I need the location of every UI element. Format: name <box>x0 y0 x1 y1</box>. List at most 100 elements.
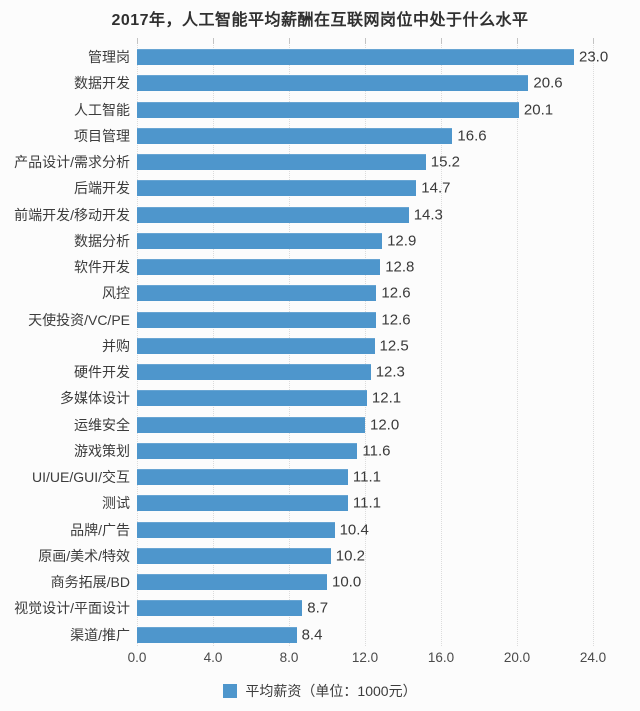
value-label: 11.6 <box>362 442 391 460</box>
bar-track: 10.0 <box>137 574 593 591</box>
x-tick-label: 16.0 <box>427 650 455 665</box>
axis-tick <box>517 38 518 44</box>
bar <box>137 600 303 617</box>
gridline <box>440 38 442 646</box>
bar-track: 12.0 <box>137 416 593 433</box>
bar <box>137 574 327 591</box>
value-label: 8.7 <box>307 599 329 617</box>
value-label: 10.2 <box>335 547 365 565</box>
x-tick-label: 8.0 <box>279 650 299 665</box>
category-label: 产品设计/需求分析 <box>14 154 130 171</box>
value-label: 12.8 <box>385 258 415 276</box>
category-label: 硬件开发 <box>74 364 130 381</box>
bar-track: 12.6 <box>137 311 593 329</box>
bar-track: 10.4 <box>137 521 593 539</box>
bar <box>137 521 335 538</box>
bar-row: 数据分析 12.9 <box>0 228 640 254</box>
category-label: 软件开发 <box>74 259 130 276</box>
bar-row: 品牌/广告 10.4 <box>0 517 640 543</box>
category-label: 数据分析 <box>74 232 130 249</box>
legend-swatch-icon <box>223 684 238 698</box>
bar-track: 8.4 <box>137 626 593 643</box>
bar-track: 12.9 <box>137 232 593 249</box>
bar-track: 12.8 <box>137 258 593 276</box>
bar-row: 测试 11.1 <box>0 490 640 516</box>
bar-track: 14.3 <box>137 206 593 224</box>
bar <box>137 180 417 197</box>
bar <box>137 232 383 249</box>
bar-track: 16.6 <box>137 127 593 144</box>
category-label: 天使投资/VC/PE <box>28 311 130 328</box>
gridline <box>593 38 594 646</box>
category-label: 原画/美术/特效 <box>38 547 130 564</box>
bar-row: 原画/美术/特效 10.2 <box>0 543 640 569</box>
bar <box>137 259 381 276</box>
value-label: 23.0 <box>579 48 609 66</box>
x-tick-label: 20.0 <box>503 650 531 665</box>
bar-row: 项目管理 16.6 <box>0 123 640 149</box>
value-label: 14.3 <box>413 206 443 224</box>
bar-row: 游戏策划 11.6 <box>0 438 640 464</box>
category-label: 前端开发/移动开发 <box>14 206 130 223</box>
bar-track: 14.7 <box>137 179 593 197</box>
bar <box>137 390 367 407</box>
bar-row: 多媒体设计 12.1 <box>0 385 640 411</box>
bar <box>137 154 426 171</box>
x-tick-label: 12.0 <box>351 650 379 665</box>
value-label: 12.6 <box>381 284 411 302</box>
axis-tick <box>212 38 214 44</box>
bar <box>137 285 377 302</box>
category-label: 运维安全 <box>74 416 130 433</box>
category-label: 数据开发 <box>74 75 130 92</box>
axis-tick <box>365 38 366 44</box>
bar <box>137 311 377 328</box>
bar-row: 商务拓展/BD 10.0 <box>0 569 640 595</box>
value-label: 11.1 <box>352 468 381 486</box>
value-label: 12.6 <box>381 311 411 329</box>
bar <box>137 495 348 512</box>
x-tick-label: 0.0 <box>127 650 147 665</box>
value-label: 11.1 <box>352 494 381 512</box>
bar-row: 天使投资/VC/PE 12.6 <box>0 307 640 333</box>
bar <box>137 127 453 144</box>
bar-track: 8.7 <box>137 599 593 617</box>
bar-row: UI/UE/GUI/交互 11.1 <box>0 464 640 490</box>
bar <box>137 626 297 643</box>
x-tick-label: 4.0 <box>203 650 223 665</box>
value-label: 20.6 <box>533 74 563 92</box>
bar <box>137 337 375 354</box>
bar-row: 数据开发 20.6 <box>0 70 640 96</box>
value-label: 12.3 <box>375 363 405 381</box>
bar-track: 20.6 <box>137 74 593 92</box>
bar-row: 运维安全 12.0 <box>0 412 640 438</box>
category-label: 游戏策划 <box>74 442 130 459</box>
bar-row: 管理岗 23.0 <box>0 44 640 70</box>
bar <box>137 75 529 92</box>
bar <box>137 469 348 486</box>
value-label: 10.4 <box>339 521 369 539</box>
bar-row: 渠道/推广 8.4 <box>0 622 640 648</box>
category-label: 管理岗 <box>88 49 130 66</box>
bar <box>137 442 358 459</box>
bar-row: 并购 12.5 <box>0 333 640 359</box>
category-label: 商务拓展/BD <box>50 574 130 591</box>
bar-rows: 管理岗 23.0 数据开发 20.6 人工智能 20.1 项目管理 16.6 产品设计/需求分析… <box>0 44 640 648</box>
category-label: 渠道/推广 <box>70 626 130 643</box>
bar-track: 10.2 <box>137 547 593 565</box>
x-axis: 0.0 4.0 8.0 12.0 16.0 20.0 24.0 <box>128 650 607 668</box>
value-label: 12.1 <box>371 389 402 407</box>
value-label: 15.2 <box>430 153 460 171</box>
legend-label: 平均薪资（单位：1000元） <box>245 683 417 699</box>
bar-row: 硬件开发 12.3 <box>0 359 640 385</box>
axis-tick <box>137 38 138 44</box>
axis-tick <box>288 38 290 44</box>
category-label: 测试 <box>102 495 130 512</box>
category-label: 风控 <box>102 285 130 302</box>
value-label: 14.7 <box>421 179 451 197</box>
bar-track: 23.0 <box>137 49 608 66</box>
gridline <box>517 38 518 646</box>
axis-tick <box>593 38 594 44</box>
bar-track: 11.1 <box>137 468 593 486</box>
value-label: 20.1 <box>523 101 554 119</box>
